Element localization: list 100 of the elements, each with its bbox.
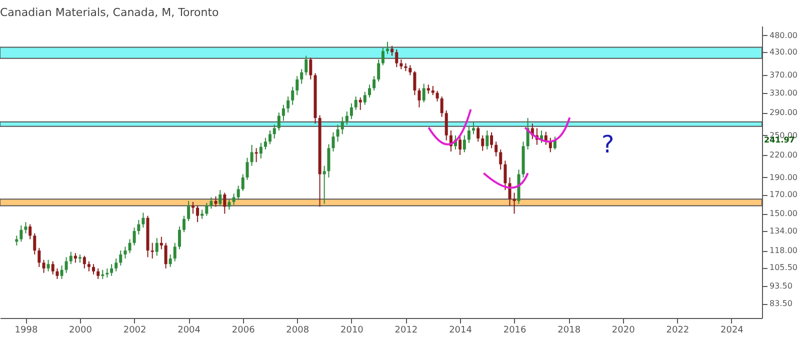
x-tick-label: 2010 bbox=[340, 326, 364, 336]
candlestick bbox=[74, 252, 77, 264]
candlestick bbox=[60, 265, 64, 280]
x-tick-label: 2012 bbox=[394, 326, 418, 336]
candlestick bbox=[431, 85, 434, 96]
candlestick bbox=[137, 219, 140, 235]
candlestick bbox=[82, 255, 86, 269]
candlestick bbox=[386, 41, 390, 54]
x-tick-label: 2020 bbox=[612, 326, 636, 336]
candlestick bbox=[268, 130, 272, 145]
candlestick bbox=[182, 215, 186, 233]
candlestick bbox=[272, 124, 276, 139]
candlestick bbox=[291, 86, 294, 106]
candlestick bbox=[92, 264, 95, 275]
candlestick bbox=[264, 137, 267, 150]
y-tick-label: 83.50 bbox=[770, 299, 792, 308]
y-tick-label: 220.00 bbox=[770, 150, 798, 160]
x-tick-label: 2008 bbox=[286, 326, 310, 336]
chart-title: Canadian Materials, Canada, M, Toronto bbox=[0, 6, 219, 19]
x-tick-label: 2024 bbox=[720, 326, 744, 336]
candlestick bbox=[327, 144, 330, 178]
y-tick-label: 290.00 bbox=[770, 108, 798, 118]
candlestick bbox=[142, 212, 145, 228]
candlestick bbox=[494, 141, 498, 157]
candlestick bbox=[345, 111, 348, 126]
candlestick bbox=[150, 242, 154, 260]
candlestick bbox=[200, 209, 204, 220]
y-tick-label: 105.50 bbox=[770, 263, 798, 272]
y-tick-label: 330.00 bbox=[770, 88, 798, 98]
candlestick bbox=[214, 196, 218, 208]
candlestick bbox=[422, 83, 426, 103]
candlestick bbox=[46, 259, 50, 272]
candlestick bbox=[481, 134, 484, 152]
candlestick bbox=[87, 260, 90, 272]
candlestick bbox=[504, 160, 507, 191]
candlestick bbox=[462, 134, 466, 153]
candlestick bbox=[426, 84, 430, 94]
candlestick bbox=[286, 96, 290, 114]
candlestick bbox=[119, 250, 122, 266]
candlestick bbox=[64, 256, 68, 274]
candlestick bbox=[381, 47, 384, 66]
candlestick bbox=[372, 76, 376, 91]
candlestick bbox=[436, 90, 439, 102]
candlestick bbox=[395, 48, 398, 68]
candlestick bbox=[128, 238, 132, 254]
candlestick bbox=[309, 57, 312, 80]
y-tick-label: 134.00 bbox=[770, 226, 798, 236]
candlestick bbox=[332, 132, 335, 152]
candlestick bbox=[42, 259, 46, 274]
candlestick bbox=[296, 76, 299, 96]
candlestick bbox=[390, 45, 394, 56]
x-tick-label: 2006 bbox=[232, 326, 256, 336]
candlestick bbox=[173, 242, 176, 262]
candlestick bbox=[363, 91, 366, 106]
candlestick bbox=[350, 102, 353, 120]
candlestick bbox=[377, 58, 380, 82]
candlestick bbox=[155, 238, 158, 256]
x-tick-label: 2004 bbox=[178, 326, 201, 336]
y-tick-label: 118.00 bbox=[770, 246, 798, 256]
candlestick bbox=[259, 142, 262, 159]
candlestick bbox=[250, 144, 254, 166]
y-tick-label: 480.00 bbox=[770, 30, 798, 40]
candlestick bbox=[20, 224, 23, 242]
candlestick bbox=[368, 84, 372, 98]
candlestick bbox=[300, 68, 304, 84]
candlestick bbox=[476, 126, 480, 142]
candlestick bbox=[124, 246, 127, 260]
candlestick bbox=[282, 104, 285, 122]
candlestick bbox=[196, 205, 200, 223]
candlestick bbox=[490, 132, 494, 149]
y-tick-label: 370.00 bbox=[770, 70, 798, 80]
candlestick bbox=[132, 227, 136, 246]
y-tick-label: 93.50 bbox=[770, 282, 792, 291]
candlestick bbox=[69, 251, 72, 265]
candlestick bbox=[192, 201, 195, 214]
candlestick bbox=[56, 268, 59, 280]
candlestick bbox=[210, 196, 213, 210]
candlestick bbox=[38, 247, 41, 268]
candlestick bbox=[205, 202, 208, 216]
annotation: ? bbox=[602, 130, 614, 159]
candlestick bbox=[336, 124, 340, 142]
candlestick bbox=[178, 226, 181, 250]
candlestick bbox=[232, 193, 236, 206]
candlestick bbox=[223, 192, 226, 214]
candlestick bbox=[246, 157, 249, 180]
x-tick-label: 2022 bbox=[666, 326, 690, 336]
candlestick bbox=[408, 64, 412, 76]
candlestick bbox=[187, 200, 190, 222]
candlestick bbox=[467, 126, 470, 144]
candlestick bbox=[304, 55, 308, 76]
x-tick-label: 2016 bbox=[503, 326, 527, 336]
candlestick bbox=[33, 232, 36, 255]
candlestick bbox=[106, 268, 109, 278]
candlestick bbox=[499, 148, 502, 170]
candlestick bbox=[358, 96, 362, 110]
candlestick bbox=[164, 242, 168, 269]
candlestick bbox=[254, 148, 258, 163]
candlestick bbox=[354, 96, 358, 110]
y-tick-label: 150.00 bbox=[770, 209, 798, 218]
x-tick-label: 1998 bbox=[14, 326, 38, 336]
